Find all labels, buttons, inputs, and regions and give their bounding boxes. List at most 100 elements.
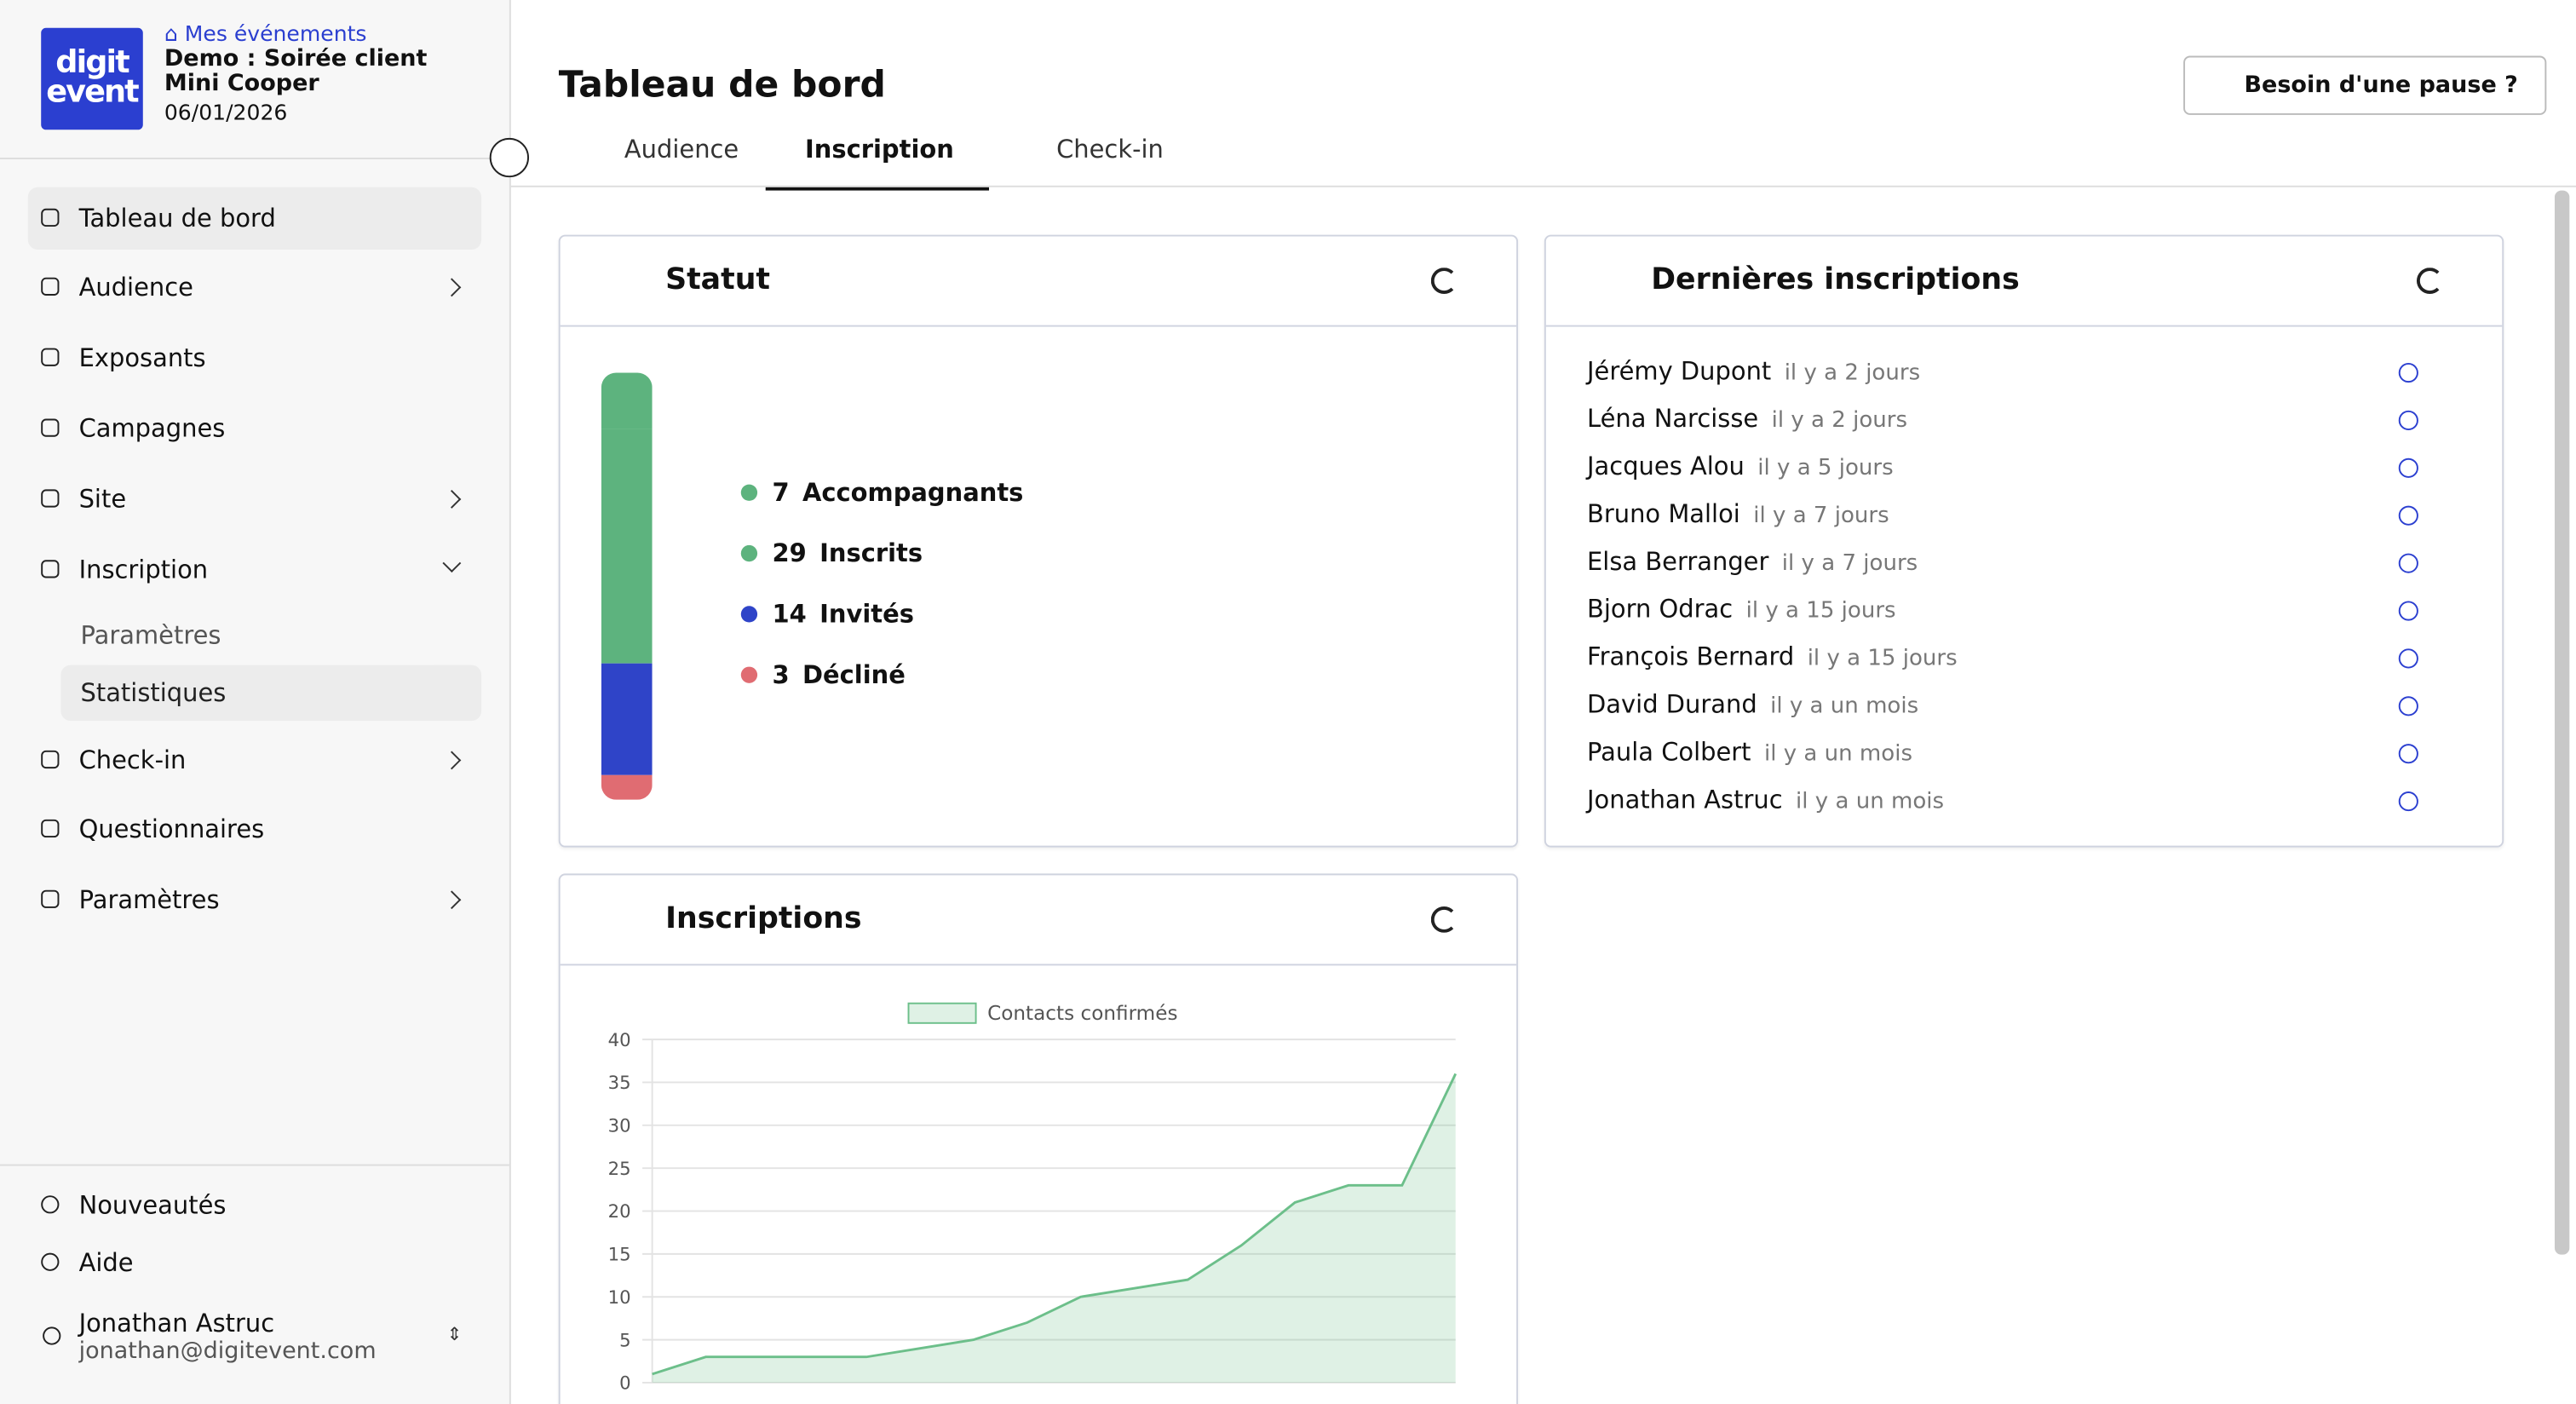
- tab[interactable]: Audience: [585, 135, 766, 187]
- menu-label: Nouveautés: [79, 1190, 227, 1220]
- person-name: Elsa Berranger: [1587, 547, 1768, 577]
- time-ago: il y a 2 jours: [1785, 360, 1920, 386]
- registration-row[interactable]: Elsa Berranger il y a 7 jours: [1587, 547, 2474, 577]
- menu-label: Questionnaires: [79, 814, 265, 844]
- refresh-button[interactable]: [1431, 906, 1458, 933]
- y-tick-label: 40: [608, 1029, 631, 1050]
- refresh-button[interactable]: [1431, 268, 1458, 294]
- card-header: Statut: [561, 237, 1516, 327]
- menu-item[interactable]: Paramètres: [28, 869, 481, 931]
- registration-row[interactable]: Bruno Malloiil y a 7 jours: [1587, 499, 2474, 529]
- person-name: Léna Narcisse: [1587, 404, 1758, 434]
- menu-icon: [41, 1195, 59, 1213]
- menu-icon: [41, 890, 59, 908]
- logo[interactable]: digitevent: [41, 28, 143, 130]
- menu-icon: [41, 1253, 59, 1271]
- status-label: Accompagnants: [802, 478, 1023, 508]
- registration-row[interactable]: David Durandil y a un mois: [1587, 690, 2474, 720]
- user-icon: [43, 1326, 60, 1344]
- menu-item[interactable]: Exposants: [28, 327, 481, 389]
- menu-label: Check-in: [79, 745, 187, 775]
- y-tick-label: 10: [608, 1286, 631, 1308]
- search-icon[interactable]: [2399, 601, 2418, 620]
- event-date: 06/01/2026: [164, 102, 288, 127]
- menu-icon: [41, 751, 59, 768]
- registration-row[interactable]: Bjorn Odracil y a 15 jours: [1587, 595, 2474, 624]
- menu-icon: [41, 348, 59, 366]
- scrollbar[interactable]: [2555, 191, 2569, 1255]
- separator: [0, 1165, 509, 1166]
- registration-row[interactable]: François Bernardil y a 15 jours: [1587, 642, 2474, 672]
- menu-label: Campagnes: [79, 414, 226, 444]
- registration-row[interactable]: Léna Narcisseil y a 2 jours: [1587, 404, 2474, 434]
- y-tick-label: 35: [608, 1072, 631, 1093]
- search-icon[interactable]: [2399, 648, 2418, 668]
- person-name: Jonathan Astruc: [1587, 785, 1783, 814]
- menu-item[interactable]: Check-in: [28, 729, 481, 791]
- submenu-item[interactable]: Statistiques: [60, 665, 481, 722]
- registration-row[interactable]: Jérémy Dupont il y a 2 jours: [1587, 356, 2474, 386]
- legend-item: 3Décliné: [741, 660, 918, 690]
- tab[interactable]: Inscription: [766, 135, 989, 191]
- menu-item[interactable]: Nouveautés: [28, 1174, 481, 1236]
- menu-label: Inscription: [79, 555, 209, 584]
- separator: [0, 158, 509, 159]
- breadcrumb-text: Mes événements: [185, 23, 367, 48]
- recent-card: Dernières inscriptions Jérémy Dupontil y…: [1544, 235, 2504, 848]
- registration-row[interactable]: Jacques Alouil y a 5 jours: [1587, 452, 2474, 481]
- search-icon[interactable]: [2399, 554, 2418, 573]
- search-icon[interactable]: [2399, 411, 2418, 430]
- search-icon[interactable]: [2399, 458, 2418, 478]
- search-icon[interactable]: [2399, 363, 2418, 383]
- bar-segment: [601, 429, 653, 663]
- time-ago: il y a un mois: [1764, 740, 1912, 767]
- registration-row[interactable]: Jonathan Astrucil y a un mois: [1587, 785, 2474, 814]
- card-title: Inscriptions: [665, 901, 861, 935]
- person-name: Paula Colbert: [1587, 737, 1751, 767]
- legend-item: 7Accompagnants: [741, 478, 1037, 508]
- time-ago: il y a 5 jours: [1757, 455, 1893, 481]
- stacked-bar: [601, 373, 653, 800]
- menu-item[interactable]: Campagnes: [28, 397, 481, 459]
- user-email: jonathan@digitevent.com: [79, 1338, 377, 1365]
- chevron: [442, 751, 461, 770]
- menu-item[interactable]: Site: [28, 468, 481, 530]
- menu-item[interactable]: Aide: [28, 1232, 481, 1294]
- menu-item[interactable]: Questionnaires: [28, 798, 481, 860]
- chart: 0510152025303540Contacts confirmés: [561, 965, 1516, 1404]
- menu-item[interactable]: Tableau de bord: [28, 187, 481, 250]
- tab[interactable]: Check-in: [1017, 135, 1198, 187]
- legend-dot: [741, 606, 757, 622]
- user-menu[interactable]: Jonathan Astruc jonathan@digitevent.com …: [39, 1314, 466, 1379]
- status-count: 29: [772, 538, 806, 568]
- search-icon[interactable]: [2399, 744, 2418, 763]
- person-name: Jérémy Dupont: [1587, 356, 1771, 386]
- menu-label: Exposants: [79, 343, 206, 373]
- menu-item[interactable]: Inscription: [28, 538, 481, 601]
- menu-label: Paramètres: [79, 885, 220, 915]
- status-label: Invités: [819, 600, 914, 630]
- logo-text: event: [41, 78, 143, 107]
- menu-item[interactable]: Audience: [28, 256, 481, 319]
- refresh-button[interactable]: [2417, 268, 2443, 294]
- registration-row[interactable]: Paula Colbert il y a un mois: [1587, 737, 2474, 767]
- card-title: Statut: [665, 262, 770, 296]
- pause-button[interactable]: Besoin d'une pause ?: [2183, 56, 2546, 115]
- search-icon[interactable]: [2399, 696, 2418, 716]
- menu-icon: [41, 278, 59, 296]
- status-label: Inscrits: [819, 538, 923, 568]
- user-name: Jonathan Astruc: [79, 1309, 275, 1338]
- menu-label: Site: [79, 485, 127, 515]
- sidebar: digitevent ⌂ Mes événements Demo : Soiré…: [0, 0, 511, 1404]
- separator: [511, 186, 2576, 187]
- search-icon[interactable]: [2399, 506, 2418, 526]
- bar-segment: [601, 775, 653, 799]
- legend-swatch: [909, 1004, 976, 1023]
- search-icon[interactable]: [2399, 791, 2418, 811]
- y-tick-label: 0: [619, 1372, 630, 1394]
- breadcrumb[interactable]: ⌂ Mes événements: [164, 23, 367, 48]
- time-ago: il y a 7 jours: [1782, 550, 1918, 577]
- submenu-item[interactable]: Paramètres: [60, 607, 481, 664]
- chevron: [442, 554, 461, 573]
